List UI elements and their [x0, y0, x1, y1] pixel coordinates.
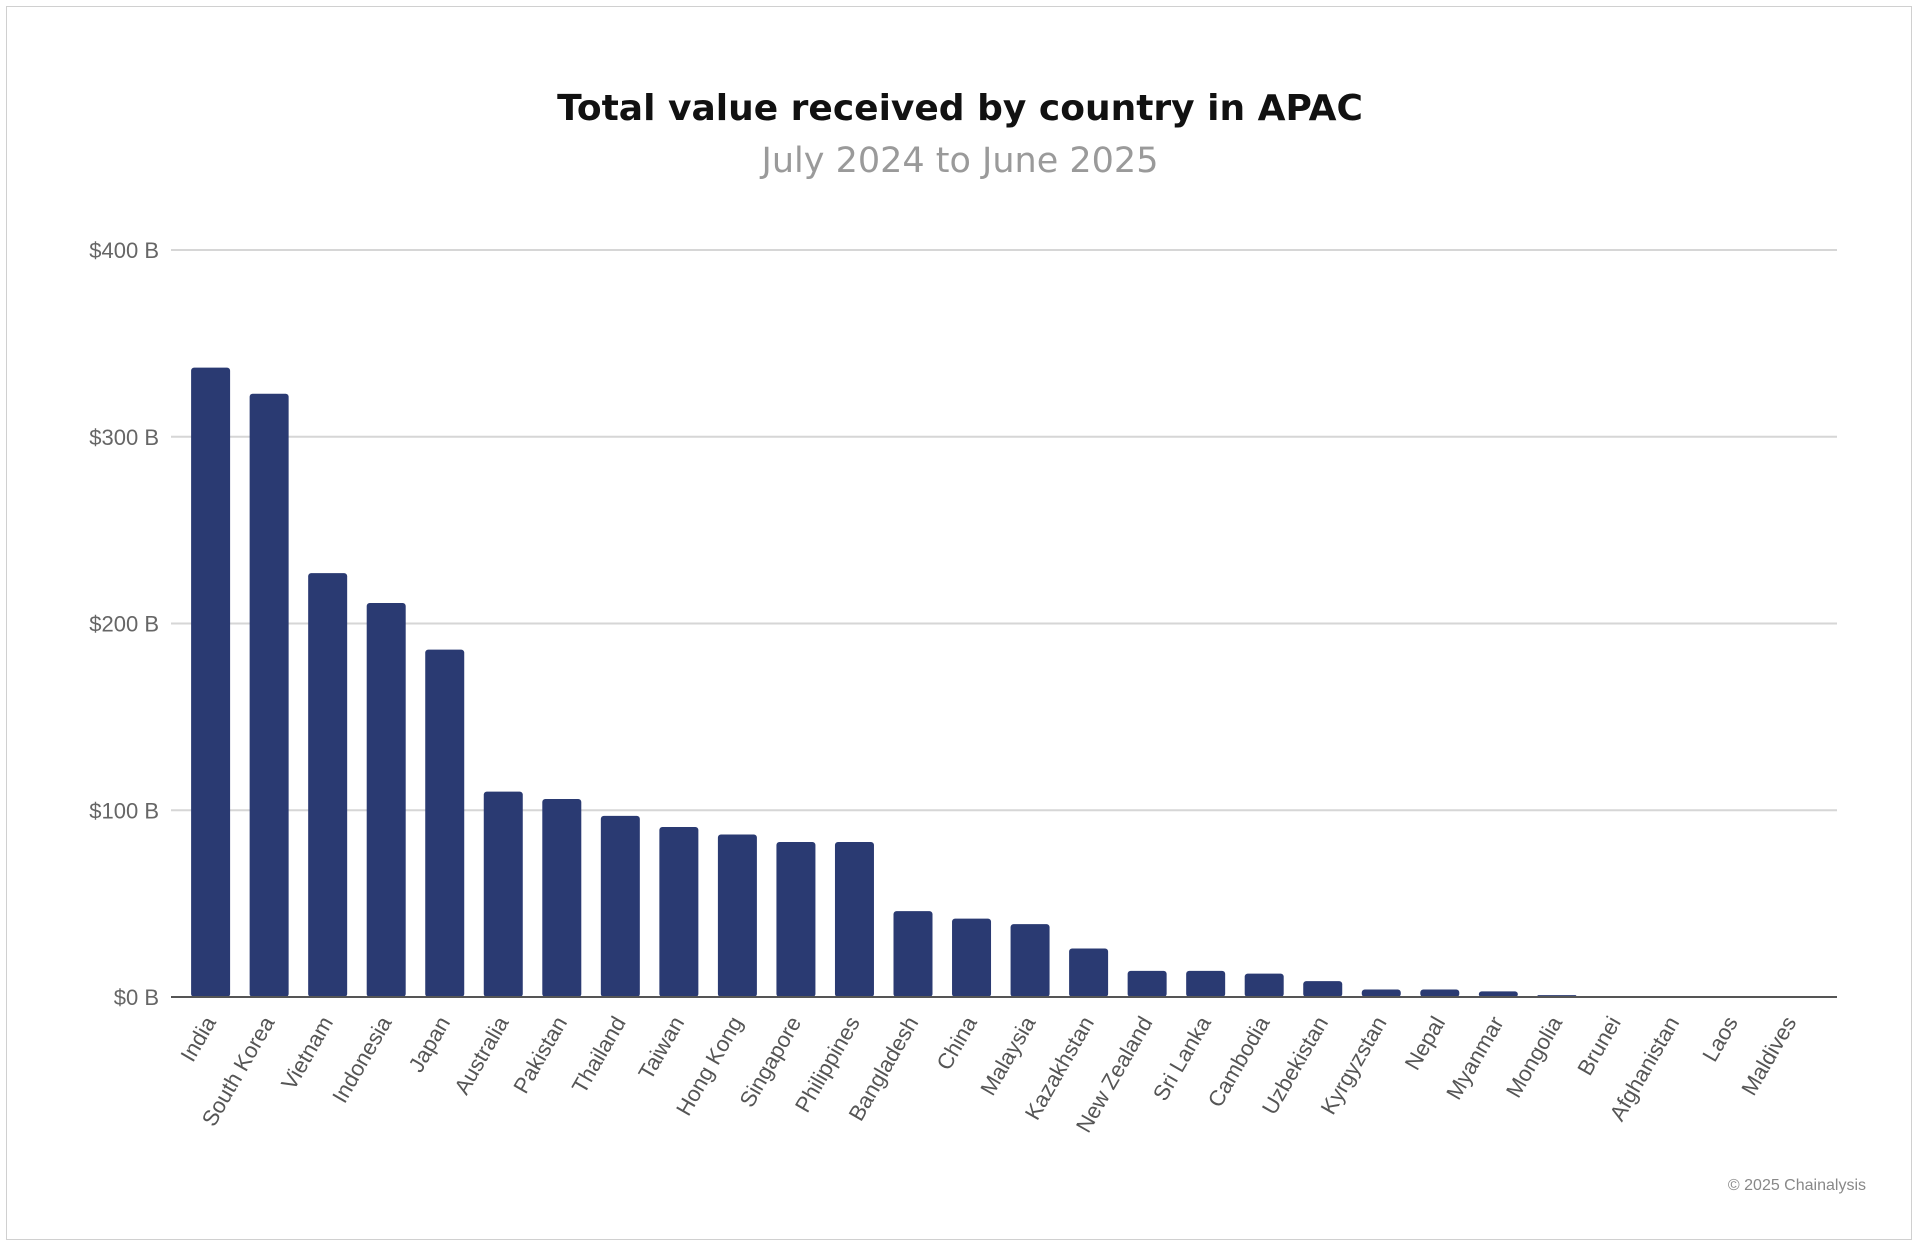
chart-frame — [6, 6, 1912, 1240]
x-tick-label: Myanmar — [1441, 1012, 1508, 1104]
bar-myanmar — [1478, 991, 1518, 997]
y-tick-label: $0 B — [114, 985, 159, 1010]
bar-sri-lanka — [1186, 970, 1226, 997]
bar-vietnam — [308, 573, 348, 997]
x-tick-label: China — [931, 1011, 982, 1074]
bar-india — [191, 367, 231, 998]
x-tick-label: Australia — [449, 1011, 514, 1098]
x-tick-label: Taiwan — [633, 1012, 689, 1084]
bar-kazakhstan — [1069, 948, 1109, 997]
x-tick-label: Vietnam — [276, 1012, 338, 1094]
bar-japan — [425, 649, 465, 997]
x-tick-label: India — [175, 1011, 221, 1065]
bar-singapore — [776, 841, 816, 997]
chart-title: Total value received by country in APAC — [557, 88, 1363, 129]
copyright-credit: © 2025 Chainalysis — [1728, 1177, 1866, 1194]
x-tick-label: Thailand — [567, 1012, 631, 1098]
bar-malaysia — [1010, 924, 1050, 997]
bar-uzbekistan — [1303, 981, 1343, 997]
x-tick-label: Pakistan — [508, 1012, 572, 1098]
bar-indonesia — [366, 602, 406, 997]
x-tick-label: Sri Lanka — [1148, 1011, 1217, 1105]
y-tick-label: $100 B — [89, 798, 159, 823]
bar-china — [952, 918, 992, 997]
x-tick-label: Brunei — [1572, 1012, 1625, 1080]
x-tick-label: Mongolia — [1501, 1011, 1568, 1101]
bar-australia — [483, 791, 523, 997]
bar-philippines — [834, 841, 874, 997]
y-tick-label: $400 B — [89, 238, 159, 263]
bar-hong-kong — [717, 834, 757, 997]
bar-cambodia — [1244, 973, 1284, 997]
x-tick-label: Laos — [1697, 1012, 1743, 1066]
bar-south-korea — [249, 393, 289, 997]
bar-pakistan — [542, 799, 582, 997]
x-tick-label: Japan — [403, 1012, 455, 1076]
bar-new-zealand — [1127, 970, 1167, 997]
bar-taiwan — [659, 827, 699, 997]
bar-kyrgyzstan — [1361, 989, 1401, 997]
y-tick-label: $200 B — [89, 612, 159, 637]
x-tick-label: Nepal — [1400, 1012, 1450, 1074]
bar-thailand — [600, 815, 640, 997]
bar-bangladesh — [893, 911, 933, 997]
x-tick-label: Malaysia — [975, 1011, 1040, 1099]
x-tick-label: Maldives — [1736, 1012, 1801, 1100]
y-tick-label: $300 B — [89, 425, 159, 450]
bar-nepal — [1420, 989, 1460, 997]
chart-subtitle: July 2024 to June 2025 — [760, 141, 1159, 181]
x-tick-label: Indonesia — [327, 1011, 397, 1107]
